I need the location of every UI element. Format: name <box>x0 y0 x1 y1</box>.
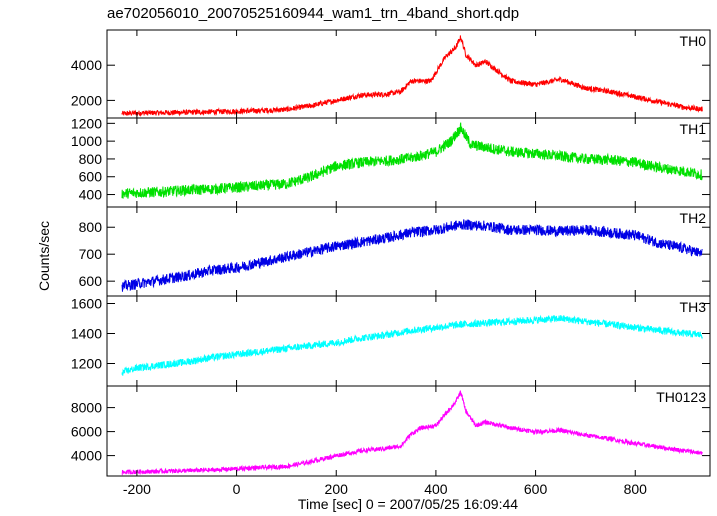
y-tick-label-TH0: 2000 <box>71 92 102 108</box>
series-line-TH0 <box>121 35 703 117</box>
y-axis-title: Counts/sec <box>36 221 52 291</box>
x-tick-label: 200 <box>325 481 349 497</box>
panel-frame-TH3 <box>106 295 711 387</box>
y-tick-label-TH2: 600 <box>79 273 103 289</box>
x-tick-label: 600 <box>524 481 548 497</box>
x-tick-label: 400 <box>424 481 448 497</box>
y-tick-label-TH1: 1000 <box>71 133 102 149</box>
series-line-TH0123 <box>121 390 703 476</box>
y-tick-label-TH2: 800 <box>79 219 103 235</box>
y-tick-label-TH0123: 6000 <box>71 424 102 440</box>
series-line-TH3 <box>121 314 703 376</box>
series-line-TH1 <box>121 122 703 199</box>
x-tick-label: -200 <box>123 481 151 497</box>
y-tick-label-TH1: 400 <box>79 187 103 203</box>
panel-label-TH2: TH2 <box>680 210 707 226</box>
x-axis-title: Time [sec] 0 = 2007/05/25 16:09:44 <box>298 496 518 512</box>
panel-frame-TH0123 <box>106 385 711 477</box>
y-tick-label-TH1: 600 <box>79 169 103 185</box>
y-tick-label-TH0123: 4000 <box>71 448 102 464</box>
y-tick-label-TH0123: 8000 <box>71 400 102 416</box>
series-line-TH2 <box>121 219 703 292</box>
panel-label-TH0123: TH0123 <box>656 389 706 405</box>
panel-frame-TH0 <box>106 29 711 119</box>
y-tick-label-TH3: 1600 <box>71 296 102 312</box>
y-tick-label-TH3: 1400 <box>71 326 102 342</box>
y-tick-label-TH0: 4000 <box>71 57 102 73</box>
panel-label-TH0: TH0 <box>680 33 707 49</box>
panels-group: TH020004000TH140060080010001200TH2600700… <box>71 29 711 497</box>
y-tick-label-TH1: 800 <box>79 151 103 167</box>
y-tick-label-TH3: 1200 <box>71 356 102 372</box>
panel-label-TH3: TH3 <box>680 299 707 315</box>
y-tick-label-TH1: 1200 <box>71 115 102 131</box>
panel-label-TH1: TH1 <box>680 121 707 137</box>
x-tick-label: 0 <box>233 481 241 497</box>
y-tick-label-TH2: 700 <box>79 246 103 262</box>
chart-title: ae702056010_20070525160944_wam1_trn_4ban… <box>107 5 519 22</box>
panel-frame-TH2 <box>106 206 711 297</box>
x-tick-label: 800 <box>624 481 648 497</box>
